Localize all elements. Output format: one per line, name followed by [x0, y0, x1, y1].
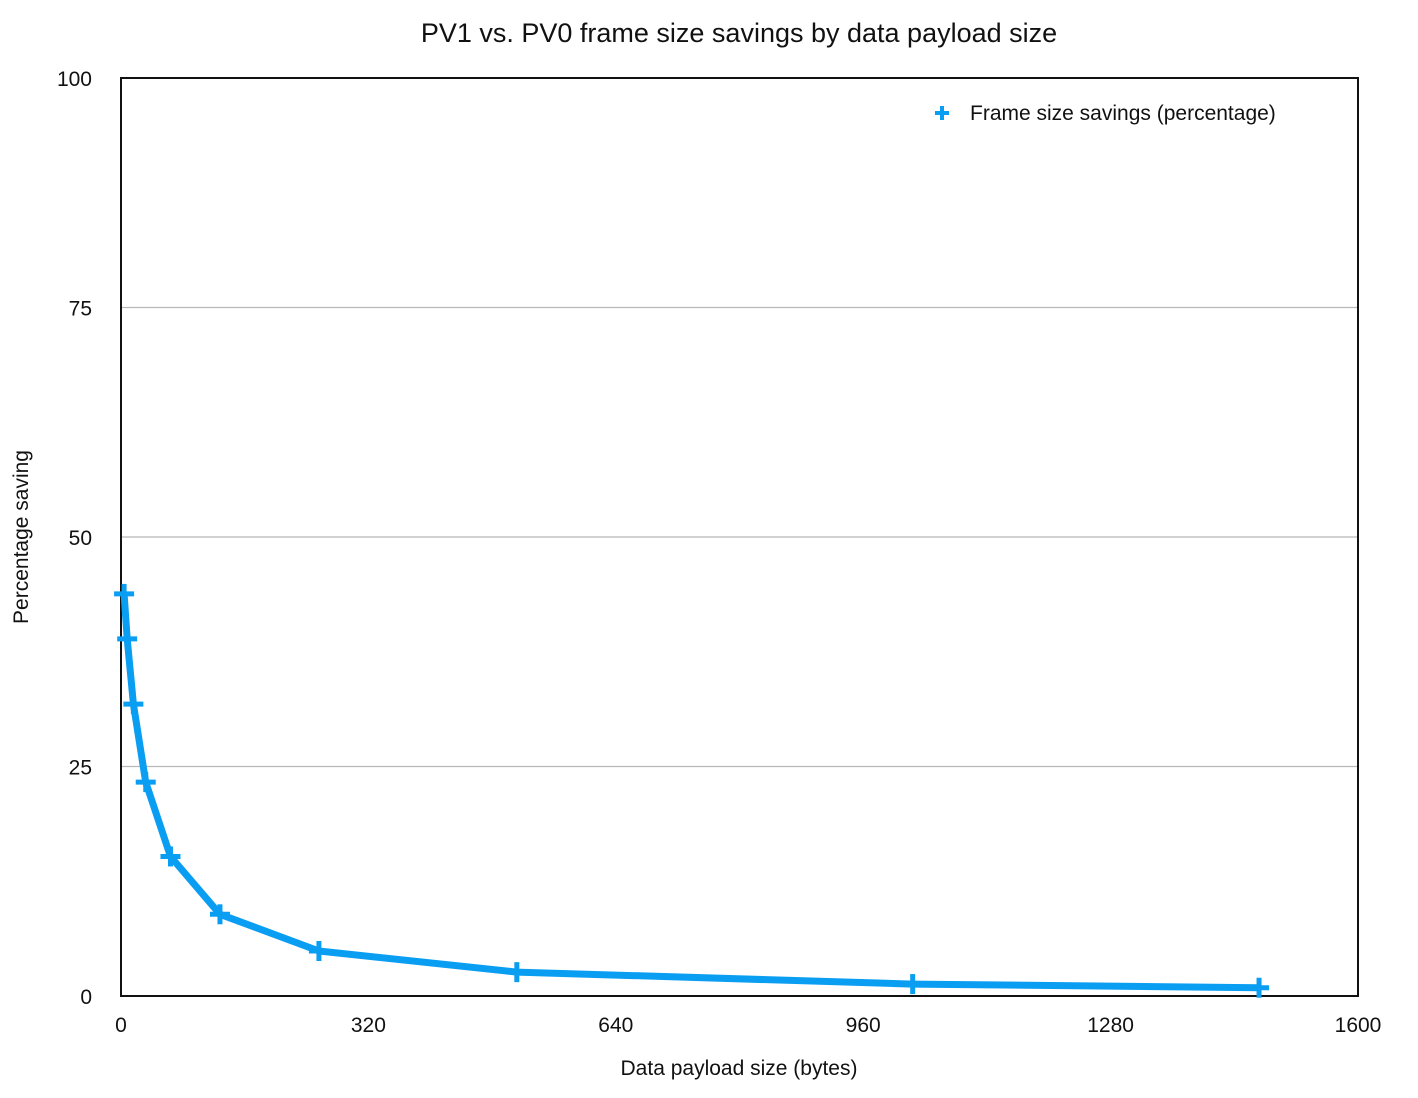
data-point: [117, 628, 138, 649]
series-line: [120, 590, 1263, 992]
data-point: [114, 583, 135, 604]
x-tick-label: 640: [598, 1014, 633, 1037]
grid-lines: [121, 306, 1358, 768]
y-tick-label: 75: [69, 298, 92, 321]
plot-frame: [120, 77, 1359, 997]
legend: Frame size savings (percentage): [935, 102, 1276, 125]
x-tick-labels: 0 320 640 960 1280 1600: [115, 1014, 1381, 1037]
x-axis-label: Data payload size (bytes): [621, 1057, 858, 1080]
data-point: [1249, 977, 1270, 998]
x-tick-label: 0: [115, 1014, 127, 1037]
x-tick-label: 1600: [1335, 1014, 1382, 1037]
y-tick-label: 100: [57, 68, 92, 91]
series-layer: [114, 583, 1270, 998]
y-tick-label: 25: [69, 757, 92, 780]
y-tick-label: 0: [80, 986, 92, 1009]
x-tick-label: 960: [846, 1014, 881, 1037]
data-point: [160, 846, 181, 867]
chart-title: PV1 vs. PV0 frame size savings by data p…: [421, 18, 1057, 48]
y-tick-labels: 0 25 50 75 100: [57, 68, 92, 1009]
data-point: [135, 772, 156, 793]
y-axis-label: Percentage saving: [10, 450, 33, 624]
data-point: [506, 962, 527, 983]
data-point: [308, 941, 329, 962]
x-tick-label: 1280: [1087, 1014, 1134, 1037]
legend-marker-icon: [935, 106, 949, 120]
y-tick-label: 50: [69, 527, 92, 550]
data-point: [209, 904, 230, 925]
legend-label: Frame size savings (percentage): [970, 102, 1276, 125]
x-tick-label: 320: [351, 1014, 386, 1037]
data-point: [123, 694, 144, 715]
data-point: [902, 974, 923, 995]
